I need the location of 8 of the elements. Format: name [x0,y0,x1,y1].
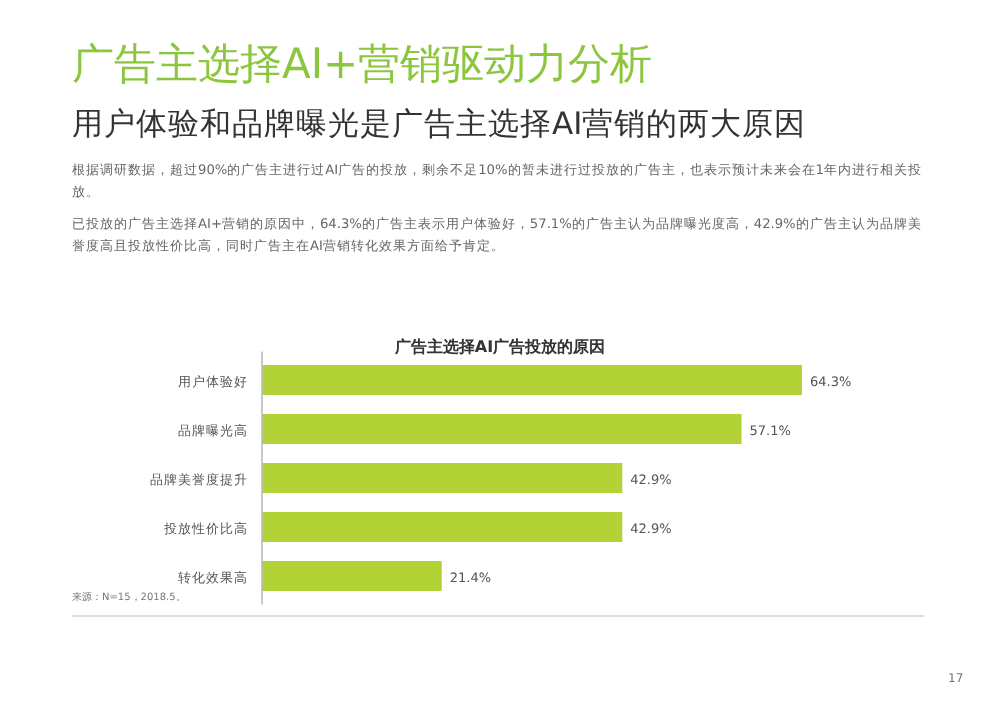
chart-title: 广告主选择AI+营销驱动力分析 [72,38,655,92]
bar [262,414,742,444]
bar [262,463,623,493]
bar [262,561,442,591]
x-axis-title: 广告主选择AI广告投放的原因 [392,336,606,356]
bar [262,512,623,542]
bar [262,365,802,395]
chart-subtitle: 用户体验和品牌曝光是广告主选择AI营销的两大原因 [72,104,809,146]
